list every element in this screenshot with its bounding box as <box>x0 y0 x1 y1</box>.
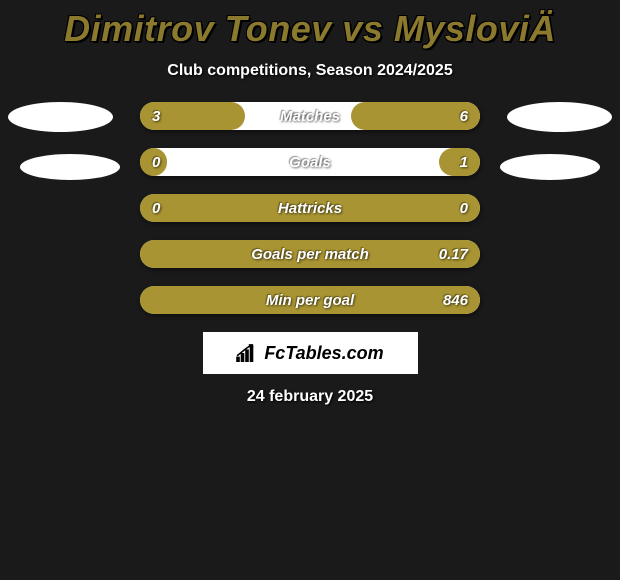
stat-bar: Goals per match0.17 <box>140 240 480 268</box>
team-right-logo-placeholder <box>500 154 600 180</box>
stat-label: Min per goal <box>140 286 480 314</box>
date-label: 24 february 2025 <box>0 388 620 406</box>
site-logo-text: FcTables.com <box>264 343 383 364</box>
stat-label: Matches <box>140 102 480 130</box>
subtitle: Club competitions, Season 2024/2025 <box>0 62 620 80</box>
page-title: Dimitrov Tonev vs MysloviÄ <box>0 0 620 50</box>
stat-value-left: 0 <box>152 194 160 222</box>
stat-value-left: 0 <box>152 148 160 176</box>
stat-value-right: 6 <box>460 102 468 130</box>
stat-bar: Min per goal846 <box>140 286 480 314</box>
stat-value-right: 0 <box>460 194 468 222</box>
stat-label: Goals <box>140 148 480 176</box>
player-right-avatar-placeholder <box>507 102 612 132</box>
stat-value-right: 0.17 <box>439 240 468 268</box>
stat-bar: Goals0 1 <box>140 148 480 176</box>
stat-bar: Hattricks0 0 <box>140 194 480 222</box>
comparison-chart: Matches36Goals01Hattricks00Goals per mat… <box>0 102 620 314</box>
player-left-avatar-placeholder <box>8 102 113 132</box>
bars-icon <box>236 344 258 362</box>
team-left-logo-placeholder <box>20 154 120 180</box>
stat-value-left: 3 <box>152 102 160 130</box>
stat-label: Hattricks <box>140 194 480 222</box>
stat-label: Goals per match <box>140 240 480 268</box>
stat-bar: Matches3 6 <box>140 102 480 130</box>
site-logo: FcTables.com <box>203 332 418 374</box>
stat-value-right: 846 <box>443 286 468 314</box>
stat-value-right: 1 <box>460 148 468 176</box>
